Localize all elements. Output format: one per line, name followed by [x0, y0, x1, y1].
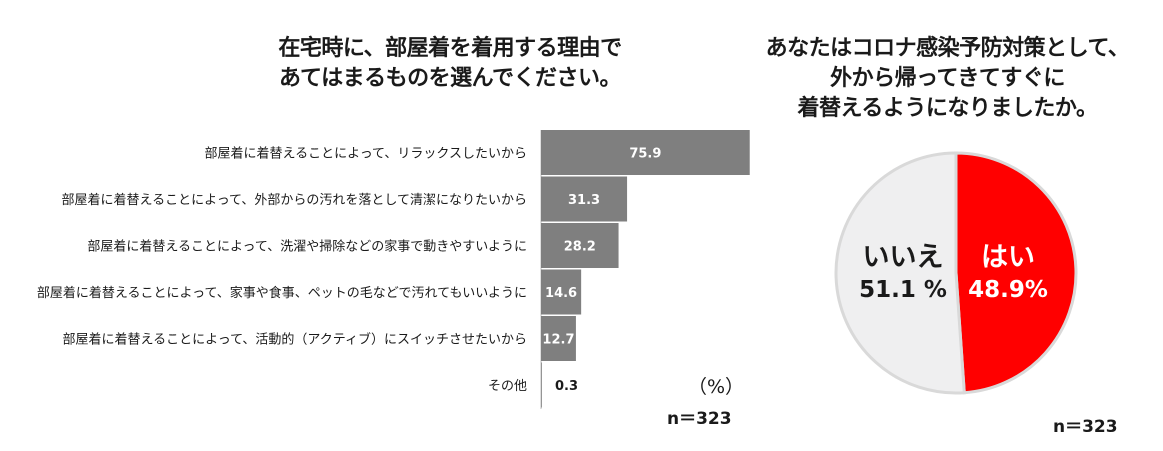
bar-category-label: 部屋着に着替えることによって、外部からの汚れを落として清潔になりたいから: [61, 192, 527, 208]
bar-category-label: 部屋着に着替えることによって、活動的（アクティブ）にスイッチさせたいから: [63, 332, 528, 348]
pie-title-line-2: 外から帰ってきてすぐに: [830, 66, 1065, 91]
bar-value-label: 75.9: [629, 147, 661, 162]
pie-chart-title: あなたはコロナ感染予防対策として、 外から帰ってきてすぐに 着替えるようになりま…: [735, 34, 1160, 124]
pie-sample-size: n＝323: [1053, 417, 1118, 437]
bar: [541, 130, 750, 175]
bar: [541, 362, 542, 408]
pie-label-no-text: いいえ: [862, 242, 944, 273]
pie-title-line-1: あなたはコロナ感染予防対策として、: [765, 36, 1130, 61]
bar-value-label: 28.2: [564, 240, 596, 255]
bar: [541, 269, 582, 315]
bar: [541, 176, 628, 222]
pie-label-yes-value: 48.9%: [968, 277, 1048, 303]
bar-unit-label: （%）: [688, 376, 745, 398]
bar-category-label: 部屋着に着替えることによって、洗濯や掃除などの家事で動きやすいように: [87, 239, 527, 255]
bar-title-line-1: 在宅時に、部屋着を着用する理由で: [278, 36, 622, 61]
bar-value-label: 31.3: [568, 193, 600, 208]
pie-title-line-3: 着替えるようになりましたか。: [797, 96, 1098, 121]
pie-slice-yes: [954, 151, 1078, 395]
bar-sample-size: n＝323: [667, 409, 732, 429]
pie-label-yes: はい 48.9%: [958, 242, 1058, 306]
bar-category-label: その他: [488, 379, 527, 394]
bar-value-label: 0.3: [555, 379, 578, 394]
bar-chart: 部屋着に着替えることによって、リラックスしたいから 75.9 部屋着に着替えることに…: [37, 130, 750, 409]
bar-category-label: 部屋着に着替えることによって、家事や食事、ペットの毛などで汚れてもいいように: [37, 285, 527, 301]
bar-title-line-2: あてはまるものを選んでください。: [278, 66, 622, 91]
pie-label-no-value: 51.1 %: [859, 277, 947, 303]
bar-chart-title: 在宅時に、部屋着を着用する理由で あてはまるものを選んでください。: [230, 34, 670, 94]
bar-category-label: 部屋着に着替えることによって、リラックスしたいから: [204, 146, 527, 162]
bar: [541, 223, 619, 268]
bar-value-label: 12.7: [542, 333, 574, 348]
pie-label-no: いいえ 51.1 %: [848, 242, 958, 306]
pie-label-yes-text: はい: [981, 242, 1035, 273]
bar: [541, 316, 576, 361]
bar-value-label: 14.6: [545, 286, 577, 301]
pie-slice-no: [834, 151, 966, 395]
